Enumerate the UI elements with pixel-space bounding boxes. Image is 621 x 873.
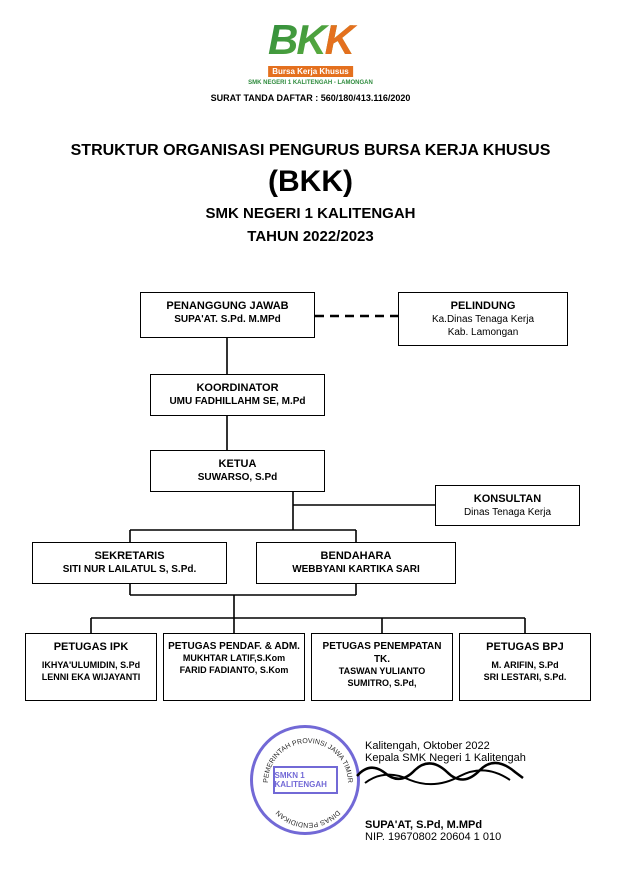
node-line1: Ka.Dinas Tenaga Kerja	[403, 313, 563, 326]
node-penanggung-jawab: PENANGGUNG JAWAB SUPA'AT. S.Pd. M.MPd	[140, 292, 315, 338]
signature-role: Kepala SMK Negeri 1 Kalitengah	[270, 752, 600, 764]
node-title: SEKRETARIS	[37, 549, 222, 563]
node-sekretaris: SEKRETARIS SITI NUR LAILATUL S, S.Pd.	[32, 542, 227, 584]
registration-number: SURAT TANDA DAFTAR : 560/180/413.116/202…	[211, 93, 411, 103]
logo-block: BKK Bursa Kerja Khusus SMK NEGERI 1 KALI…	[211, 15, 411, 103]
signature-block: Kalitengah, Oktober 2022 Kepala SMK Nege…	[270, 740, 600, 843]
node-name1: IKHYA'ULUMIDIN, S.Pd	[30, 660, 152, 672]
node-name: SITI NUR LAILATUL S, S.Pd.	[37, 563, 222, 576]
node-name1: TASWAN YULIANTO	[316, 666, 448, 678]
signature-date: Kalitengah, Oktober 2022	[270, 740, 600, 752]
node-name: SUPA'AT. S.Pd. M.MPd	[145, 313, 310, 326]
node-petugas-penempatan: PETUGAS PENEMPATAN TK. TASWAN YULIANTO S…	[311, 633, 453, 701]
page-title-line2: (BKK)	[0, 165, 621, 199]
node-name2: SRI LESTARI, S.Pd.	[464, 672, 586, 684]
node-title: KETUA	[155, 457, 320, 471]
signature-name: SUPA'AT, S.Pd, M.MPd	[270, 819, 600, 831]
node-name2: SUMITRO, S.Pd,	[316, 678, 448, 690]
node-title: KONSULTAN	[440, 492, 575, 506]
node-title: KOORDINATOR	[155, 381, 320, 395]
node-bendahara: BENDAHARA WEBBYANI KARTIKA SARI	[256, 542, 456, 584]
node-title: PETUGAS BPJ	[464, 640, 586, 654]
logo-subtitle: Bursa Kerja Khusus	[268, 66, 352, 77]
page-title-line3: SMK NEGERI 1 KALITENGAH	[0, 205, 621, 222]
node-petugas-pendaf-adm: PETUGAS PENDAF. & ADM. MUKHTAR LATIF,S.K…	[163, 633, 305, 701]
node-name2: LENNI EKA WIJAYANTI	[30, 672, 152, 684]
logo-subtitle2: SMK NEGERI 1 KALITENGAH - LAMONGAN	[248, 80, 373, 86]
node-title: PETUGAS PENDAF. & ADM.	[168, 640, 300, 653]
node-title: PETUGAS PENEMPATAN TK.	[316, 640, 448, 666]
page-title-line1: STRUKTUR ORGANISASI PENGURUS BURSA KERJA…	[0, 142, 621, 160]
node-title: PELINDUNG	[403, 299, 563, 313]
node-name2: FARID FADIANTO, S.Kom	[168, 665, 300, 677]
node-petugas-ipk: PETUGAS IPK IKHYA'ULUMIDIN, S.Pd LENNI E…	[25, 633, 157, 701]
node-name: WEBBYANI KARTIKA SARI	[261, 563, 451, 576]
node-koordinator: KOORDINATOR UMU FADHILLAHM SE, M.Pd	[150, 374, 325, 416]
logo-main-text: BKK	[268, 16, 353, 63]
node-line1: Dinas Tenaga Kerja	[440, 506, 575, 519]
node-petugas-bpj: PETUGAS BPJ M. ARIFIN, S.Pd SRI LESTARI,…	[459, 633, 591, 701]
node-name1: M. ARIFIN, S.Pd	[464, 660, 586, 672]
logo-image: BKK Bursa Kerja Khusus SMK NEGERI 1 KALI…	[236, 15, 386, 90]
node-title: PENANGGUNG JAWAB	[145, 299, 310, 313]
node-ketua: KETUA SUWARSO, S.Pd	[150, 450, 325, 492]
page-title-line4: TAHUN 2022/2023	[0, 228, 621, 245]
node-konsultan: KONSULTAN Dinas Tenaga Kerja	[435, 485, 580, 526]
signature-nip: NIP. 19670802 20604 1 010	[270, 831, 600, 843]
node-title: BENDAHARA	[261, 549, 451, 563]
node-name: SUWARSO, S.Pd	[155, 471, 320, 484]
node-name: UMU FADHILLAHM SE, M.Pd	[155, 395, 320, 408]
node-pelindung: PELINDUNG Ka.Dinas Tenaga Kerja Kab. Lam…	[398, 292, 568, 346]
node-line2: Kab. Lamongan	[403, 326, 563, 339]
node-name1: MUKHTAR LATIF,S.Kom	[168, 653, 300, 665]
node-title: PETUGAS IPK	[30, 640, 152, 654]
